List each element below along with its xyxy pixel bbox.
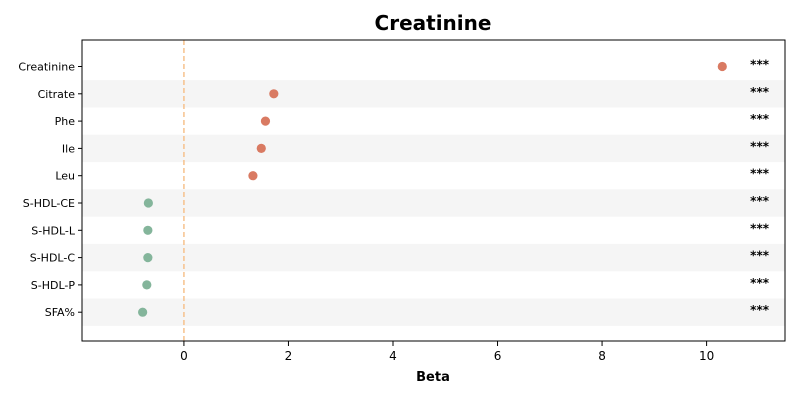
y-tick-label: Creatinine: [18, 61, 75, 74]
x-tick-label: 8: [598, 349, 606, 363]
row-bands: [82, 80, 785, 326]
significance-label: ***: [750, 139, 770, 153]
significance-label: ***: [750, 167, 770, 181]
y-tick-label: SFA%: [45, 306, 75, 319]
y-tick-label: Phe: [55, 115, 76, 128]
x-tick-label: 2: [285, 349, 293, 363]
significance-label: ***: [750, 303, 770, 317]
x-tick-label: 4: [389, 349, 397, 363]
x-axis-label: Beta: [416, 370, 450, 385]
x-tick-label: 0: [180, 349, 188, 363]
data-point: [143, 198, 153, 208]
significance-label: ***: [750, 276, 770, 290]
data-points: [138, 61, 727, 317]
y-tick-label: S-HDL-L: [31, 224, 76, 237]
data-point: [717, 61, 727, 72]
y-tick-label: S-HDL-C: [30, 252, 76, 265]
y-tick-label: S-HDL-CE: [23, 197, 75, 210]
row-band: [82, 298, 785, 326]
row-band: [82, 243, 785, 272]
x-axis: 0 2 4 6 8 10: [180, 341, 714, 363]
data-point: [142, 280, 152, 290]
chart-title: Creatinine: [375, 11, 492, 35]
x-tick-label: 6: [494, 349, 502, 363]
significance-labels: *** *** *** *** *** *** *** *** *** ***: [750, 58, 770, 318]
significance-label: ***: [750, 249, 770, 263]
y-tick-label: Leu: [55, 170, 75, 183]
significance-label: ***: [750, 112, 770, 126]
data-point: [143, 225, 153, 235]
y-tick-label: Citrate: [38, 88, 76, 101]
row-band: [82, 134, 785, 163]
data-point: [256, 143, 266, 153]
data-point: [138, 307, 148, 317]
y-tick-labels: Creatinine Citrate Phe Ile Leu S-HDL-CE S-HDL-…: [18, 61, 82, 319]
significance-label: ***: [750, 221, 770, 235]
significance-label: ***: [750, 194, 770, 208]
data-point: [269, 89, 279, 99]
significance-label: ***: [750, 85, 770, 99]
y-tick-label: Ile: [62, 142, 75, 155]
data-point: [248, 171, 258, 181]
data-point: [260, 116, 271, 126]
data-point: [143, 253, 153, 263]
significance-label: ***: [750, 58, 770, 72]
row-band: [82, 80, 785, 108]
row-band: [82, 189, 785, 217]
x-tick-label: 10: [699, 349, 714, 363]
plot-frame: [81, 39, 786, 342]
y-tick-label: S-HDL-P: [31, 279, 76, 292]
